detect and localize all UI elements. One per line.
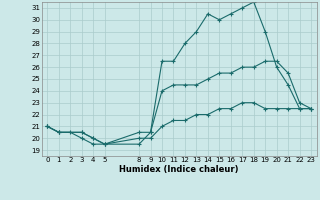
X-axis label: Humidex (Indice chaleur): Humidex (Indice chaleur)	[119, 165, 239, 174]
